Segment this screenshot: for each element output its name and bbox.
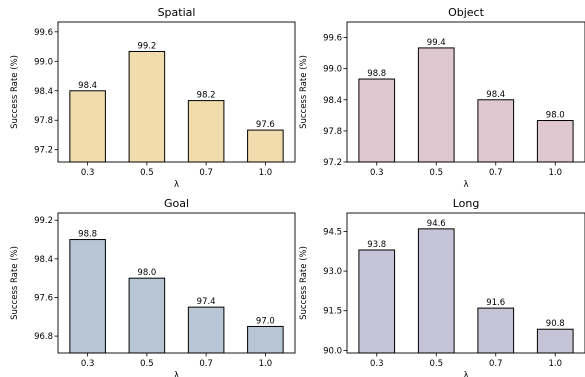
x-tick-label-spatial-1-0: 1.0	[259, 168, 273, 178]
value-label-object-0-5: 99.4	[427, 38, 446, 48]
chart-title-goal: Goal	[164, 197, 189, 210]
y-axis-label-spatial: Success Rate (%)	[10, 55, 20, 129]
plot-frame-spatial	[57, 21, 296, 163]
y-tick-label-long-1: 91.5	[323, 307, 342, 317]
y-tick-label-goal-2: 98.4	[34, 255, 53, 265]
y-tick-label-object-4: 99.6	[323, 34, 342, 44]
y-tick-label-long-2: 93.0	[323, 267, 342, 277]
bar-object-0-7	[477, 99, 515, 163]
x-tick-label-object-0-7: 0.7	[489, 168, 503, 178]
value-label-object-0-7: 98.4	[486, 90, 505, 100]
chart-panel-long: 93.8 94.6 91.6 90.8 0.3 0.5 0.7 1.0 90.0 91.5 93.0…	[299, 197, 585, 377]
y-tick-label-goal-3: 99.2	[34, 216, 53, 226]
value-label-long-0-5: 94.6	[427, 219, 446, 229]
x-axis-label-long: λ	[463, 371, 468, 377]
plot-frame-long	[346, 212, 585, 354]
y-tick-label-object-3: 99.0	[323, 65, 342, 75]
bar-goal-0-3	[69, 239, 106, 354]
bar-spatial-0-3	[69, 90, 106, 163]
y-tick-label-long-3: 94.5	[323, 227, 342, 237]
y-tick-label-spatial-2: 98.4	[34, 87, 53, 97]
x-tick-label-object-0-5: 0.5	[429, 168, 443, 178]
plot-frame-object	[346, 21, 585, 163]
bar-long-1-0	[536, 328, 574, 354]
value-label-goal-0-3: 98.8	[78, 230, 97, 240]
value-label-spatial-0-3: 98.4	[78, 81, 97, 91]
bar-goal-0-5	[128, 277, 166, 354]
chart-title-object: Object	[448, 6, 485, 19]
x-tick-label-object-0-3: 0.3	[370, 168, 384, 178]
x-tick-label-long-0-3: 0.3	[370, 359, 384, 369]
value-label-long-1-0: 90.8	[546, 319, 565, 329]
value-label-long-0-7: 91.6	[486, 298, 505, 308]
value-label-object-1-0: 98.0	[546, 111, 565, 121]
plot-frame-goal	[57, 212, 296, 354]
value-label-goal-1-0: 97.0	[256, 316, 275, 326]
value-label-object-0-3: 98.8	[367, 69, 386, 79]
bar-spatial-0-7	[187, 100, 225, 163]
x-tick-label-spatial-0-3: 0.3	[81, 168, 95, 178]
x-tick-label-object-1-0: 1.0	[548, 168, 562, 178]
x-tick-label-goal-1-0: 1.0	[259, 359, 273, 369]
y-tick-label-long-0: 90.0	[323, 346, 342, 356]
x-tick-label-spatial-0-7: 0.7	[199, 168, 213, 178]
x-tick-label-goal-0-3: 0.3	[81, 359, 95, 369]
y-tick-label-spatial-4: 99.6	[34, 28, 53, 38]
chart-panel-spatial: 98.4 99.2 98.2 97.6 0.3 0.5 0.7 1.0 97.2 97.8 98.4…	[10, 6, 296, 190]
x-axis-label-spatial: λ	[174, 180, 179, 190]
x-tick-label-long-1-0: 1.0	[548, 359, 562, 369]
x-tick-label-goal-0-5: 0.5	[140, 359, 154, 369]
y-tick-label-goal-1: 97.6	[34, 293, 53, 303]
x-tick-label-spatial-0-5: 0.5	[140, 168, 154, 178]
bar-goal-1-0	[247, 325, 284, 354]
chart-title-long: Long	[453, 197, 480, 210]
y-tick-label-object-0: 97.2	[323, 158, 342, 168]
y-tick-label-goal-0: 96.8	[34, 332, 53, 342]
value-label-spatial-0-7: 98.2	[197, 91, 216, 101]
bar-long-0-7	[477, 307, 515, 354]
bar-object-0-3	[358, 78, 396, 163]
y-tick-label-spatial-0: 97.2	[34, 146, 53, 156]
x-tick-label-long-0-5: 0.5	[429, 359, 443, 369]
bar-spatial-1-0	[247, 129, 284, 163]
bar-object-1-0	[536, 120, 574, 163]
y-axis-label-long: Success Rate (%)	[299, 246, 309, 320]
bar-goal-0-7	[187, 306, 225, 354]
y-tick-label-object-2: 98.4	[323, 96, 342, 106]
y-axis-label-object: Success Rate (%)	[299, 55, 309, 129]
bar-spatial-0-5	[128, 50, 166, 163]
y-tick-label-object-1: 97.8	[323, 127, 342, 137]
value-label-goal-0-7: 97.4	[197, 297, 216, 307]
value-label-spatial-0-5: 99.2	[137, 41, 156, 51]
x-axis-label-goal: λ	[174, 371, 179, 377]
value-label-long-0-3: 93.8	[367, 240, 386, 250]
x-tick-label-long-0-7: 0.7	[489, 359, 503, 369]
bar-long-0-5	[417, 228, 455, 354]
chart-panel-object: 98.8 99.4 98.4 98.0 0.3 0.5 0.7 1.0 97.2 97.8 98.4…	[299, 6, 585, 190]
x-tick-label-goal-0-7: 0.7	[199, 359, 213, 369]
value-label-goal-0-5: 98.0	[137, 268, 156, 278]
y-tick-label-spatial-1: 97.8	[34, 116, 53, 126]
y-tick-label-spatial-3: 99.0	[34, 57, 53, 67]
chart-panel-goal: 98.8 98.0 97.4 97.0 0.3 0.5 0.7 1.0 96.8 97.6 98.4…	[10, 197, 296, 377]
y-axis-label-goal: Success Rate (%)	[10, 246, 20, 320]
bar-object-0-5	[417, 47, 455, 163]
bar-long-0-3	[358, 249, 396, 354]
chart-title-spatial: Spatial	[158, 6, 196, 19]
x-axis-label-object: λ	[463, 180, 468, 190]
value-label-spatial-1-0: 97.6	[256, 120, 275, 130]
